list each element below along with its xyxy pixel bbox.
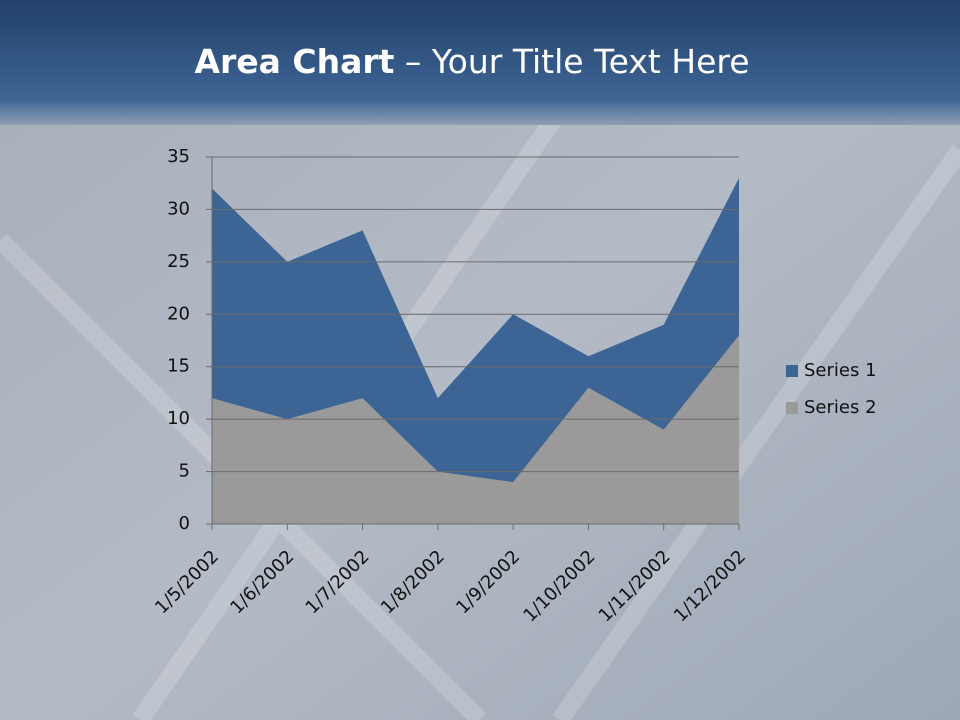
legend-swatch — [786, 365, 798, 377]
y-tick-label: 25 — [167, 251, 190, 272]
legend-label: Series 2 — [804, 397, 877, 418]
y-tick-label: 35 — [167, 146, 190, 167]
area — [212, 335, 739, 524]
y-tick-label: 20 — [167, 303, 190, 324]
chart-title: Area Chart – Your Title Text Here — [194, 42, 749, 81]
legend-label: Series 1 — [804, 360, 877, 381]
y-tick-label: 0 — [179, 513, 190, 534]
legend-swatch — [786, 402, 798, 414]
header-band — [0, 0, 960, 125]
y-tick-label: 5 — [179, 461, 190, 482]
y-tick-label: 10 — [167, 408, 190, 429]
y-tick-label: 30 — [167, 198, 190, 219]
y-tick-label: 15 — [167, 356, 190, 377]
